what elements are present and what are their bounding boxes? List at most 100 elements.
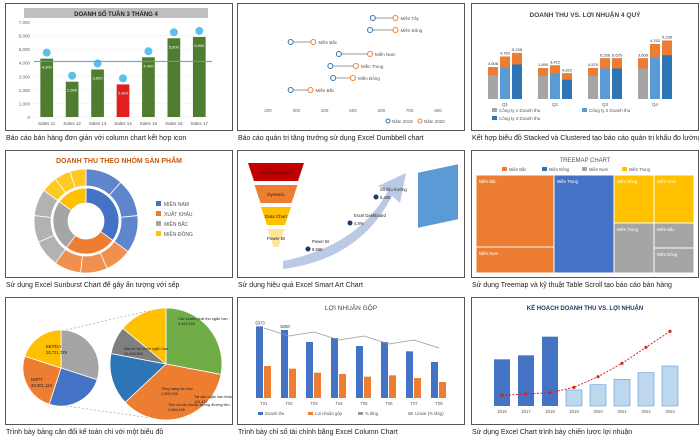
data-label: 5,238 <box>662 35 673 40</box>
caption: Trình bày chỉ số tài chính bằng Excel Co… <box>238 429 398 436</box>
milestone-dot <box>347 220 353 226</box>
bar-revenue <box>331 338 338 398</box>
card-pie-of-pie: EBITDA 20,721,729 NOPT 29,301,124 Các khoản … <box>5 297 233 444</box>
caption: Kết hợp biểu đồ Stacked và Clustered tạo… <box>472 135 699 142</box>
bar <box>91 69 104 117</box>
legend-label: XUẤT KHẨU <box>164 211 193 218</box>
row-label: Miền Bắc <box>318 39 338 45</box>
slice-label: Các khoản phải thu ngắn hạn <box>178 316 228 321</box>
data-label: 4,576 <box>588 62 599 67</box>
x-tick-label: 2017 <box>521 409 531 414</box>
x-tick-label: 2018 <box>545 409 555 414</box>
x-tick-label: 2023 <box>665 409 675 414</box>
bar-gross-profit <box>264 366 271 398</box>
legend-label: Doanh thu <box>265 411 285 416</box>
person-icon <box>93 59 102 68</box>
connector-line <box>65 309 152 331</box>
treemap-tile <box>475 174 555 248</box>
row-label: Miền Trung <box>361 64 384 69</box>
data-label: 5,900 <box>194 43 205 48</box>
bar-gross-profit <box>364 376 371 398</box>
data-label: 6,625 <box>612 52 623 57</box>
tile-label: Miền Đông <box>657 252 678 257</box>
legend-label: MIỀN ĐÔNG <box>164 231 193 238</box>
x-tick-label: 2021 <box>617 409 627 414</box>
bar <box>167 38 181 117</box>
chart-title: DOANH SỐ TUẦN 3 THÁNG 4 <box>74 11 158 18</box>
bar-segment <box>588 68 598 76</box>
pie-slice-right <box>122 307 167 365</box>
legend-label: MIỀN BẮC <box>164 220 189 228</box>
chart-sunburst: DOANH THU THEO NHÓM SẢN PHẨM MIỀN NAM XUẤT… <box>5 150 233 278</box>
dot-2019 <box>330 75 337 81</box>
x-tick-label: Sales 17 <box>191 121 209 126</box>
y-tick-label: 5,000 <box>19 47 31 52</box>
funnel-label: Power BI <box>267 236 285 241</box>
profit-dot <box>548 391 552 395</box>
legend-label: Lợi nhuận gộp <box>315 411 343 416</box>
bar <box>613 379 631 407</box>
data-label: 4,762 <box>500 50 511 55</box>
bar-gross-profit <box>289 368 296 398</box>
x-tick-label: 800 <box>434 108 442 113</box>
caption: Sử dụng hiệu quả Excel Smart Art Chart <box>238 282 363 289</box>
data-label: 3,608 <box>638 52 649 57</box>
x-tick-label: 600 <box>378 108 386 113</box>
bar-segment <box>538 68 548 76</box>
bar <box>518 355 534 406</box>
x-tick-label: T06 <box>385 401 393 406</box>
x-tick-label: Q3 <box>602 102 609 107</box>
legend-marker <box>408 412 413 415</box>
y-tick-label: 3,000 <box>19 74 31 79</box>
bar <box>538 68 548 99</box>
chart-smartart: Total Dashboard Dynamic Data Chart Power BI… <box>237 150 465 278</box>
legend-2019-marker <box>385 118 391 124</box>
pie-slice-left <box>60 329 100 381</box>
person-icon <box>68 71 77 80</box>
bar <box>142 57 155 117</box>
document-icon <box>418 164 458 228</box>
chart-title: KẾ HOẠCH DOANH THU VS. LỢI NHUẬN <box>527 305 643 312</box>
slice-label: Tổng hàng tồn kho <box>161 387 193 391</box>
bar <box>565 389 583 407</box>
caption: Sử dụng Excel Chart trình bày chiến lược… <box>472 429 633 436</box>
bar <box>116 84 130 117</box>
y-tick-label: 4,000 <box>19 61 31 66</box>
bar-revenue <box>406 351 413 398</box>
pie-slice-right <box>165 307 223 375</box>
caption: Báo cáo bán hàng đơn giản với column cha… <box>6 135 187 142</box>
slice-value: 2,000,000 <box>161 392 178 396</box>
data-label: 5250 <box>280 324 290 329</box>
profit-dot <box>572 385 576 389</box>
tile-label: Miền Bắc <box>657 227 674 232</box>
dot-2020 <box>307 87 314 93</box>
chart-stacked-clustered: DOANH THU VS. LỢI NHUẬN 4 QUÝ 3,608 4,762 5… <box>471 3 699 131</box>
x-tick-label: 300 <box>293 108 301 113</box>
dot-2020 <box>392 15 399 21</box>
dot-2020 <box>352 63 359 69</box>
data-label: 3,608 <box>488 61 499 66</box>
x-tick-label: Sales 15 <box>140 121 158 126</box>
pie-slice-right <box>124 363 222 421</box>
chart-sales-column: DOANH SỐ TUẦN 3 THÁNG 4 0 1,000 2,000 3,000 4… <box>5 3 233 131</box>
chart-title: LỢI NHUẬN GỘP <box>325 303 377 312</box>
treemap-tile <box>653 174 695 224</box>
funnel-label: Dynamic <box>267 192 285 197</box>
treemap-tile <box>553 174 615 274</box>
bar <box>550 65 560 99</box>
dot-2019 <box>287 39 294 45</box>
data-label: 4,300 <box>42 65 53 70</box>
bar-gross-profit <box>439 382 446 398</box>
legend-marker <box>358 412 363 415</box>
profit-dot <box>524 392 528 396</box>
data-label: 5,800 <box>169 44 180 49</box>
legend-label: Miền Đông <box>549 167 570 172</box>
row-label: Miền Đông <box>401 28 423 33</box>
bar-revenue <box>281 330 288 398</box>
legend-label: Miền Nam <box>589 167 609 172</box>
bar <box>600 58 610 99</box>
card-plan: KẾ HOẠCH DOANH THU VS. LỢI NHUẬN 2016 2017… <box>471 297 699 444</box>
data-label: 1,890 <box>538 62 549 67</box>
slice-value: 29,301,124 <box>31 383 53 388</box>
